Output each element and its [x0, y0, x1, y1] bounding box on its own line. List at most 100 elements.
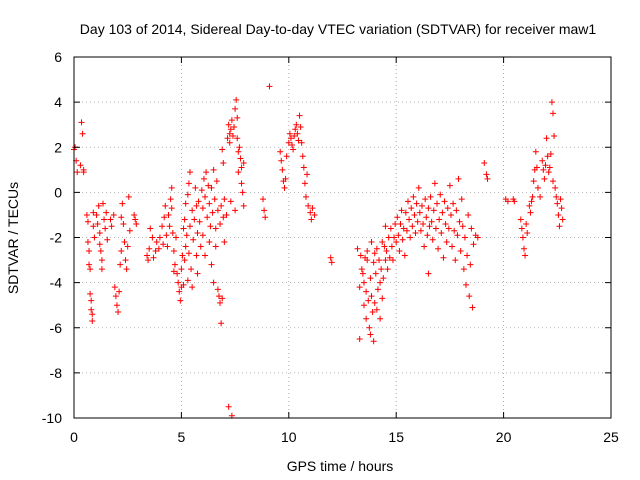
data-point: [358, 266, 365, 273]
data-point: [207, 223, 214, 230]
data-point: [416, 209, 423, 216]
data-point: [546, 164, 553, 171]
data-point: [441, 198, 448, 205]
data-point: [202, 193, 209, 200]
data-point: [237, 155, 244, 162]
data-point: [285, 139, 292, 146]
data-point: [395, 232, 402, 239]
data-point: [94, 220, 101, 227]
data-point: [167, 196, 174, 203]
data-point: [438, 229, 445, 236]
data-point: [232, 207, 239, 214]
data-point: [113, 302, 120, 309]
data-point: [164, 243, 171, 250]
data-point: [234, 135, 241, 142]
data-point: [484, 175, 491, 182]
y-tick-label: -8: [50, 365, 63, 381]
data-point: [191, 216, 198, 223]
data-point: [541, 175, 548, 182]
data-point: [104, 236, 111, 243]
data-point: [311, 211, 318, 218]
y-tick-label: 0: [54, 184, 62, 200]
data-point: [217, 299, 224, 306]
data-point: [227, 198, 234, 205]
data-point: [463, 281, 470, 288]
data-point: [451, 227, 458, 234]
data-point: [449, 243, 456, 250]
data-point: [545, 169, 552, 176]
data-point: [444, 205, 451, 212]
data-point: [544, 153, 551, 160]
data-point: [327, 254, 334, 261]
data-point: [225, 121, 232, 128]
data-point: [171, 261, 178, 268]
data-point: [183, 232, 190, 239]
data-point: [469, 304, 476, 311]
data-point: [379, 239, 386, 246]
data-point: [392, 220, 399, 227]
data-point: [524, 229, 531, 236]
data-point: [474, 234, 481, 241]
data-point: [552, 184, 559, 191]
data-point: [289, 141, 296, 148]
data-point: [178, 266, 185, 273]
data-point: [511, 198, 518, 205]
data-point: [307, 209, 314, 216]
data-point: [234, 114, 241, 121]
data-point: [465, 211, 472, 218]
data-point: [232, 105, 239, 112]
data-point: [363, 315, 370, 322]
data-point: [384, 266, 391, 273]
data-point: [166, 223, 173, 230]
data-point: [436, 216, 443, 223]
data-point: [300, 164, 307, 171]
data-point: [304, 171, 311, 178]
data-point: [287, 135, 294, 142]
data-point: [439, 209, 446, 216]
data-point: [382, 223, 389, 230]
data-point: [220, 214, 227, 221]
data-point: [214, 207, 221, 214]
data-point: [550, 110, 557, 117]
data-point: [430, 207, 437, 214]
data-point: [542, 162, 549, 169]
data-point: [112, 293, 119, 300]
y-axis-label: SDTVAR / TECUs: [5, 182, 21, 294]
data-point: [412, 229, 419, 236]
y-tick-label: -2: [50, 230, 63, 246]
data-point: [527, 209, 534, 216]
data-point: [504, 198, 511, 205]
data-point: [176, 288, 183, 295]
data-point: [120, 220, 127, 227]
data-point: [367, 275, 374, 282]
data-point: [202, 252, 209, 259]
data-point: [543, 135, 550, 142]
data-point: [261, 207, 268, 214]
data-point: [386, 254, 393, 261]
data-point: [445, 225, 452, 232]
data-point: [305, 202, 312, 209]
data-point: [431, 180, 438, 187]
data-point: [555, 211, 562, 218]
data-point: [558, 205, 565, 212]
data-point: [391, 234, 398, 241]
data-point: [377, 315, 384, 322]
data-point: [452, 257, 459, 264]
data-point: [260, 196, 267, 203]
data-point: [467, 261, 474, 268]
data-point: [162, 202, 169, 209]
data-point: [108, 223, 115, 230]
data-point: [297, 123, 304, 130]
data-point: [406, 216, 413, 223]
data-point: [219, 146, 226, 153]
data-point: [235, 148, 242, 155]
data-point: [388, 243, 395, 250]
data-point: [87, 290, 94, 297]
data-point: [74, 169, 81, 176]
data-point: [427, 193, 434, 200]
data-point: [79, 130, 86, 137]
data-point: [180, 225, 187, 232]
data-point: [293, 121, 300, 128]
data-point: [173, 234, 180, 241]
data-point: [118, 214, 125, 221]
